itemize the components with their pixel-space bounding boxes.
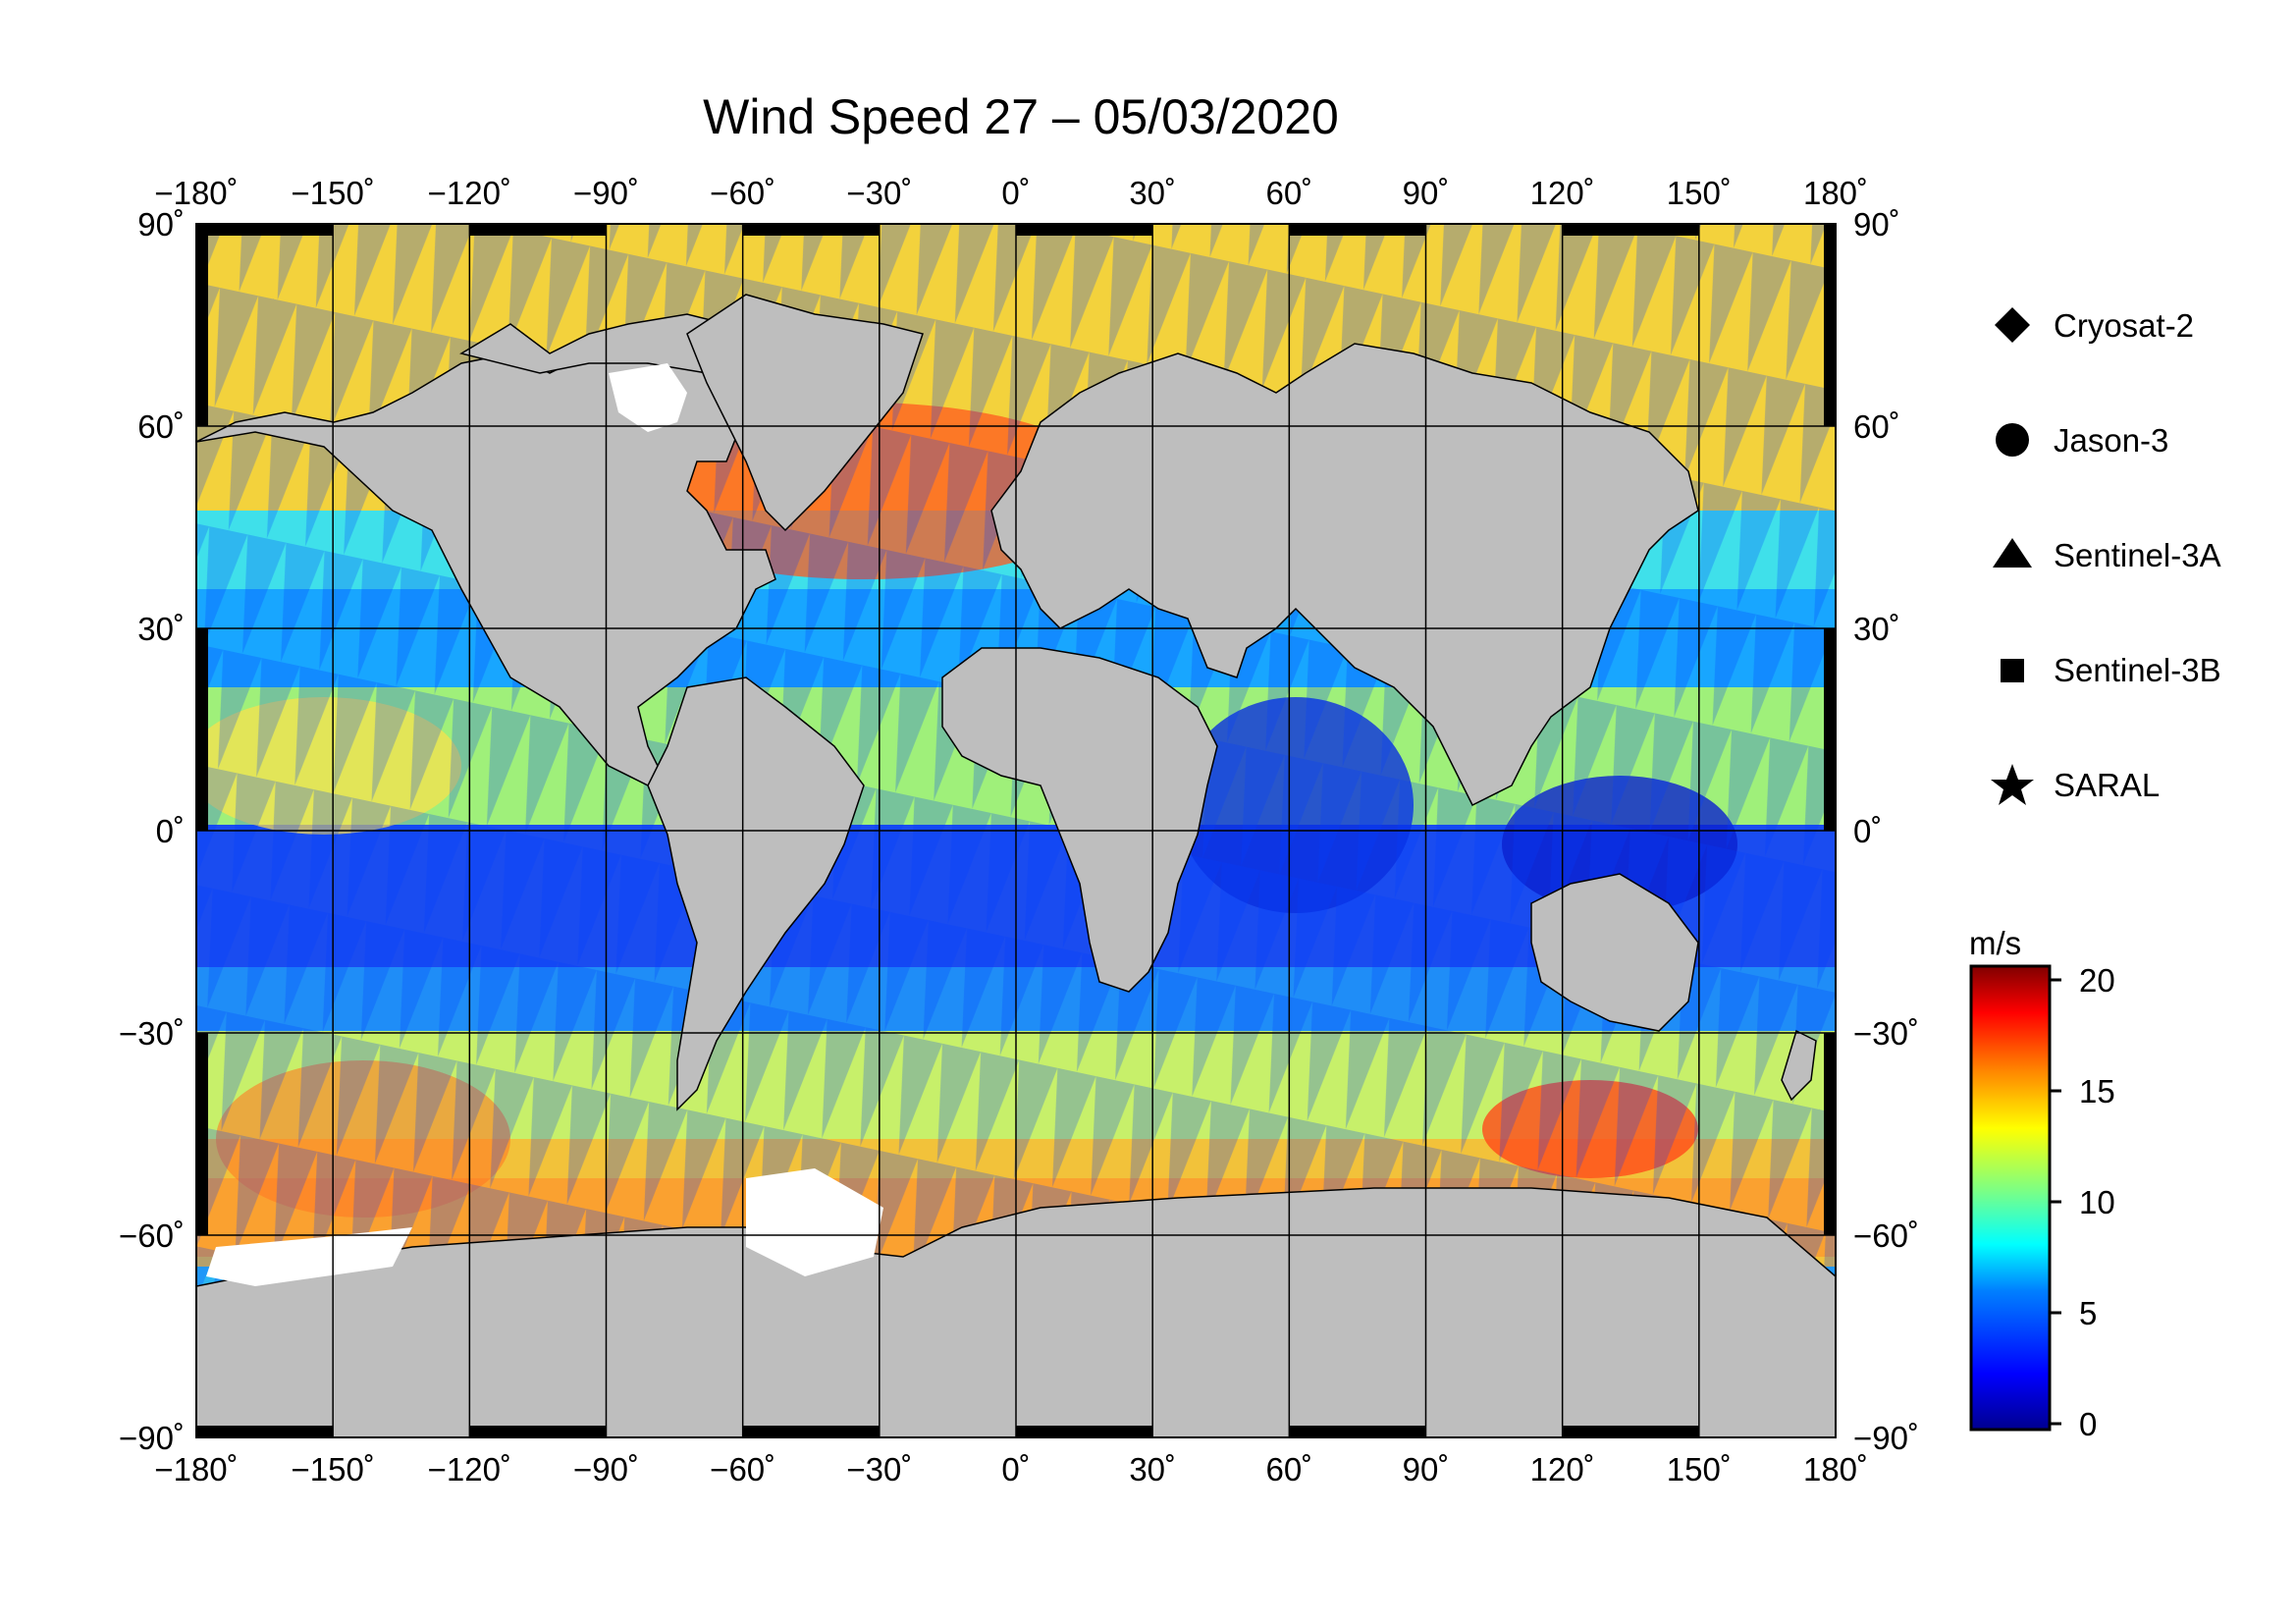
colorbar-tick-label: 5	[2079, 1295, 2097, 1331]
lat-tick-label: −90˚	[119, 1420, 185, 1456]
colorbar: m/s 20 15 10 5 0	[1969, 925, 2115, 1442]
lon-tick-label: −90˚	[573, 175, 639, 211]
legend-item: Sentinel-3A	[1993, 537, 2221, 573]
frame-scale-bars	[196, 224, 1836, 1437]
lat-ticks-right: 90˚ 60˚ 30˚ 0˚ −30˚ −60˚ −90˚	[1853, 206, 1919, 1456]
lon-tick-label: −180˚	[154, 175, 238, 211]
lon-tick-label: 30˚	[1129, 175, 1176, 211]
lat-tick-label: 0˚	[156, 813, 185, 849]
frame-bar	[1824, 628, 1836, 831]
lon-tick-label: 90˚	[1403, 175, 1450, 211]
frame-bar	[1016, 1426, 1153, 1437]
lon-tick-label: −180˚	[154, 1451, 238, 1488]
lon-tick-label: −60˚	[710, 175, 775, 211]
frame-bar	[1824, 1033, 1836, 1235]
square-icon	[2001, 659, 2024, 682]
lon-tick-label: 0˚	[1001, 1451, 1030, 1488]
legend-item: Sentinel-3B	[2001, 652, 2221, 688]
frame-bar	[1289, 224, 1426, 236]
lat-tick-label: 30˚	[137, 611, 185, 647]
lon-ticks-top: −180˚ −150˚ −120˚ −90˚ −60˚ −30˚ 0˚ 30˚ 60˚ 90˚ 12…	[154, 175, 1868, 211]
lon-tick-label: 30˚	[1129, 1451, 1176, 1488]
lon-tick-label: 180˚	[1803, 1451, 1868, 1488]
legend-item: Cryosat-2	[1995, 307, 2194, 344]
lon-tick-label: 150˚	[1667, 175, 1732, 211]
lat-tick-label: 30˚	[1853, 611, 1900, 647]
lon-tick-label: 120˚	[1530, 175, 1595, 211]
frame-bar	[1016, 224, 1153, 236]
legend-item: Jason-3	[1996, 422, 2168, 459]
ice-shelves	[206, 363, 883, 1286]
legend-label: Cryosat-2	[2054, 307, 2194, 344]
frame-bar	[196, 224, 334, 236]
frame-bar	[1562, 224, 1699, 236]
lat-tick-label: 90˚	[137, 206, 185, 243]
map-title: Wind Speed 27 – 05/03/2020	[703, 89, 1339, 144]
frame-bar	[196, 1033, 208, 1235]
lon-tick-label: 90˚	[1403, 1451, 1450, 1488]
colorbar-gradient	[1969, 964, 2052, 1432]
frame-bar	[1824, 224, 1836, 426]
lat-tick-label: 0˚	[1853, 813, 1882, 849]
lon-tick-label: 60˚	[1265, 175, 1312, 211]
lat-tick-label: −90˚	[1853, 1420, 1919, 1456]
legend-label: Sentinel-3A	[2054, 537, 2221, 573]
lon-tick-label: −30˚	[846, 175, 912, 211]
lon-tick-label: 120˚	[1530, 1451, 1595, 1488]
frame-bar	[1562, 1426, 1699, 1437]
lon-tick-label: −30˚	[846, 1451, 912, 1488]
lat-tick-label: 60˚	[1853, 408, 1900, 445]
colorbar-tick-label: 20	[2079, 962, 2115, 999]
colorbar-ticks: 20 15 10 5 0	[2050, 962, 2115, 1442]
lon-tick-label: 0˚	[1001, 175, 1030, 211]
frame-bar	[196, 628, 208, 831]
lat-ticks-left: 90˚ 60˚ 30˚ 0˚ −30˚ −60˚ −90˚	[119, 206, 185, 1456]
frame-bar	[742, 1426, 880, 1437]
colorbar-tick-label: 15	[2079, 1073, 2115, 1109]
legend-item: SARAL	[1991, 764, 2160, 805]
colorbar-tick-label: 0	[2079, 1406, 2097, 1442]
triangle-icon	[1993, 538, 2032, 568]
lon-tick-label: 180˚	[1803, 175, 1868, 211]
lat-tick-label: −60˚	[1853, 1217, 1919, 1254]
frame-bar	[742, 224, 880, 236]
star-icon	[1991, 764, 2034, 805]
lat-tick-label: 60˚	[137, 408, 185, 445]
frame-bar	[196, 1426, 334, 1437]
colorbar-tick-label: 10	[2079, 1184, 2115, 1220]
frame-bar	[196, 224, 208, 426]
frame-bar	[469, 1426, 607, 1437]
lat-tick-label: −30˚	[1853, 1015, 1919, 1052]
lon-tick-label: −90˚	[573, 1451, 639, 1488]
lon-tick-label: −60˚	[710, 1451, 775, 1488]
lat-tick-label: −30˚	[119, 1015, 185, 1052]
legend-label: Jason-3	[2054, 422, 2168, 459]
frame-bar	[1289, 1426, 1426, 1437]
lon-tick-label: 150˚	[1667, 1451, 1732, 1488]
circle-icon	[1996, 423, 2029, 457]
lon-ticks-bottom: −180˚ −150˚ −120˚ −90˚ −60˚ −30˚ 0˚ 30˚ 60˚ 90˚ 12…	[154, 1451, 1868, 1488]
frame-bar	[469, 224, 607, 236]
lon-tick-label: 60˚	[1265, 1451, 1312, 1488]
lat-tick-label: −60˚	[119, 1217, 185, 1254]
legend-label: SARAL	[2054, 767, 2160, 803]
diamond-icon	[1995, 307, 2030, 343]
lon-tick-label: −120˚	[428, 1451, 511, 1488]
legend-label: Sentinel-3B	[2054, 652, 2221, 688]
colorbar-unit: m/s	[1969, 925, 2021, 961]
lon-tick-label: −150˚	[292, 175, 375, 211]
lat-tick-label: 90˚	[1853, 206, 1900, 243]
gridlines	[196, 224, 1836, 1437]
lon-tick-label: −150˚	[292, 1451, 375, 1488]
lon-tick-label: −120˚	[428, 175, 511, 211]
satellite-legend: Cryosat-2 Jason-3 Sentinel-3A Sentinel-3…	[1991, 307, 2221, 805]
